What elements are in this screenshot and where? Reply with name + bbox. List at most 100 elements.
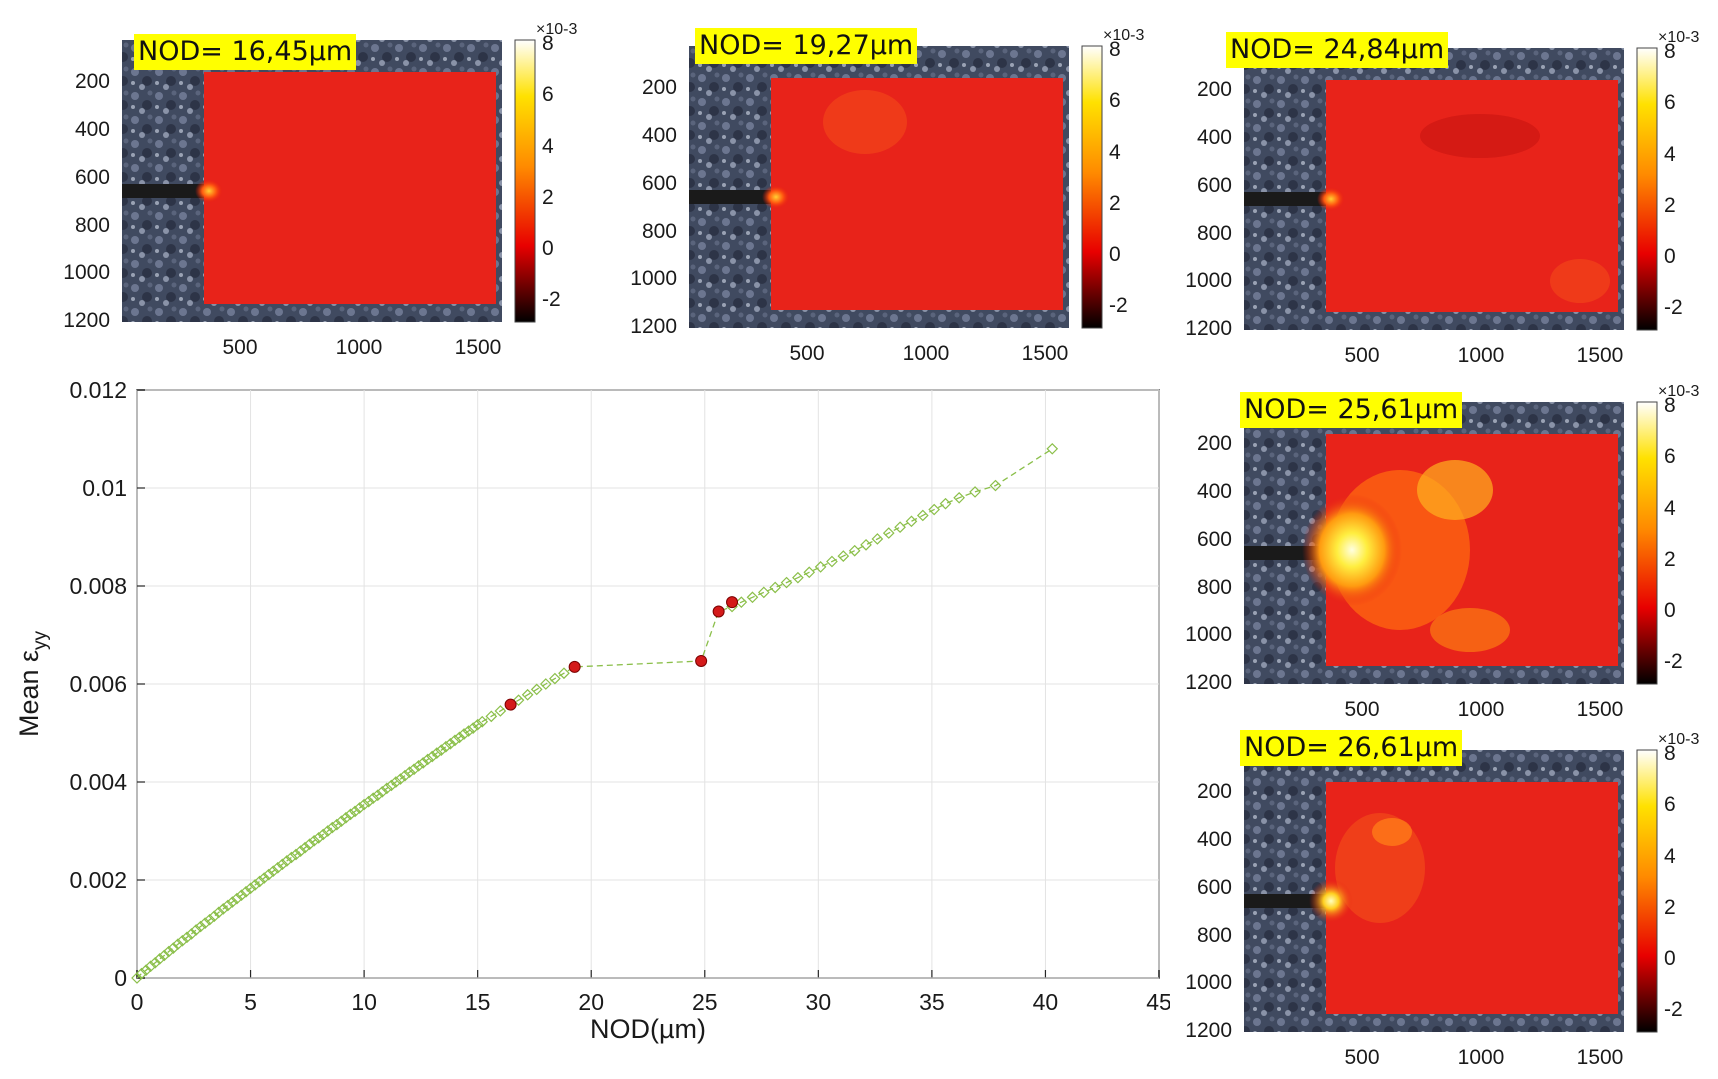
data-point-diamond [939, 497, 952, 510]
x-tick-label: 15 [465, 989, 491, 1015]
x-tick: 500 [1344, 698, 1379, 721]
data-point-diamond [185, 928, 198, 940]
colorbar-exponent: ×10-3 [1103, 27, 1144, 44]
x-tick: 1500 [1577, 344, 1624, 367]
y-tick: 1200 [63, 309, 110, 332]
colorbar-tick: 8 [542, 32, 554, 55]
y-tick: 600 [642, 172, 677, 195]
x-tick: 1000 [903, 342, 950, 365]
data-point-diamond [417, 757, 430, 769]
data-point-diamond [837, 550, 850, 562]
data-point-diamond [928, 503, 941, 516]
y-tick: 800 [1197, 576, 1232, 599]
x-tick-label: 45 [1146, 989, 1170, 1015]
y-tick: 800 [642, 220, 677, 243]
data-point-diamond [894, 521, 906, 534]
data-point-diamond [221, 899, 234, 912]
y-tick: 800 [1197, 924, 1232, 947]
crack-notch [122, 184, 208, 198]
colorbar [1081, 45, 1103, 329]
data-point-diamond [399, 769, 411, 782]
y-tick: 400 [1197, 828, 1232, 851]
data-point-diamond [231, 892, 243, 905]
data-point-diamond [271, 861, 284, 874]
data-point-diamond [376, 785, 389, 798]
data-point-diamond [882, 527, 895, 539]
y-tick-label: 0 [114, 965, 127, 991]
colorbar-tick: 4 [1109, 141, 1121, 164]
data-point-diamond [353, 802, 366, 814]
y-tick: 1000 [1185, 971, 1232, 994]
y-tick: 1000 [630, 267, 677, 290]
strain-blob [1372, 818, 1412, 846]
colorbar-tick: -2 [1664, 296, 1683, 319]
data-point-diamond [249, 879, 261, 891]
data-point-diamond [299, 841, 311, 854]
colorbar-tick: 2 [542, 186, 554, 209]
data-point-diamond [181, 931, 193, 944]
highlight-point [504, 698, 517, 711]
data-point-diamond [905, 515, 918, 528]
colorbar-tick: 8 [1664, 394, 1676, 417]
data-point-diamond [803, 566, 816, 579]
x-tick: 1500 [1577, 1046, 1624, 1069]
data-point-diamond [458, 728, 470, 740]
y-tick: 600 [1197, 528, 1232, 551]
data-point-diamond [989, 479, 1002, 492]
data-point-diamond [471, 718, 484, 731]
x-tick-label: 30 [806, 989, 832, 1015]
y-tick: 200 [75, 70, 110, 93]
y-tick: 1200 [1185, 317, 1232, 340]
colorbar-tick: -2 [1664, 998, 1683, 1021]
data-point-diamond [408, 763, 420, 776]
data-point-diamond [757, 586, 770, 599]
heatmap-panel-3: 200 400 600 800 1000 1200 500 1000 1500 … [1180, 26, 1718, 367]
colorbar-tick: 4 [1664, 143, 1676, 166]
data-point-diamond [194, 920, 207, 933]
colorbar-tick: 6 [1109, 89, 1121, 112]
data-point-diamond [144, 960, 157, 973]
data-point-diamond [203, 913, 216, 926]
data-point-diamond [367, 792, 380, 805]
y-tick: 400 [75, 118, 110, 141]
data-point-diamond [317, 828, 330, 841]
data-point-diamond [380, 782, 393, 795]
heatmap-panel-1: 200 400 600 800 1000 1200 500 1000 1500 … [58, 18, 618, 359]
colorbar [514, 39, 536, 323]
colorbar-tick: 0 [542, 237, 554, 260]
data-point-diamond [199, 917, 211, 929]
y-tick: 800 [75, 214, 110, 237]
data-point-diamond [281, 855, 293, 867]
nod-label: NOD= 26,61µm [1240, 730, 1463, 766]
data-point-diamond [826, 555, 838, 568]
data-point-diamond [244, 882, 257, 895]
data-point-diamond [412, 759, 425, 772]
data-point-diamond [444, 737, 457, 750]
crack-notch [689, 190, 775, 204]
x-tick: 1000 [1458, 698, 1505, 721]
y-tick: 1200 [1185, 671, 1232, 694]
colorbar-tick: -2 [542, 288, 561, 311]
y-axis-title-text: Mean εyy [14, 630, 51, 737]
data-point-diamond [521, 688, 534, 701]
y-tick: 1200 [630, 315, 677, 338]
colorbar-tick: 8 [1109, 38, 1121, 61]
data-point-diamond [294, 845, 307, 857]
y-tick: 1000 [1185, 269, 1232, 292]
data-point-diamond [421, 753, 434, 766]
colorbar-tick: 8 [1664, 742, 1676, 765]
y-tick: 200 [642, 76, 677, 99]
data-point-diamond [172, 938, 184, 951]
nod-label: NOD= 16,45µm [134, 34, 357, 70]
data-point-diamond [467, 722, 479, 734]
x-tick-label: 5 [244, 989, 257, 1015]
x-tick: 1000 [1458, 1046, 1505, 1069]
data-point-diamond [860, 538, 872, 551]
colorbar-tick: 4 [542, 135, 554, 158]
colorbar-tick: 4 [1664, 497, 1676, 520]
nod-label: NOD= 25,61µm [1240, 392, 1463, 428]
y-tick: 1200 [1185, 1019, 1232, 1042]
x-tick-label: 35 [919, 989, 945, 1015]
data-point-diamond [162, 945, 175, 958]
data-point-diamond [326, 821, 339, 834]
